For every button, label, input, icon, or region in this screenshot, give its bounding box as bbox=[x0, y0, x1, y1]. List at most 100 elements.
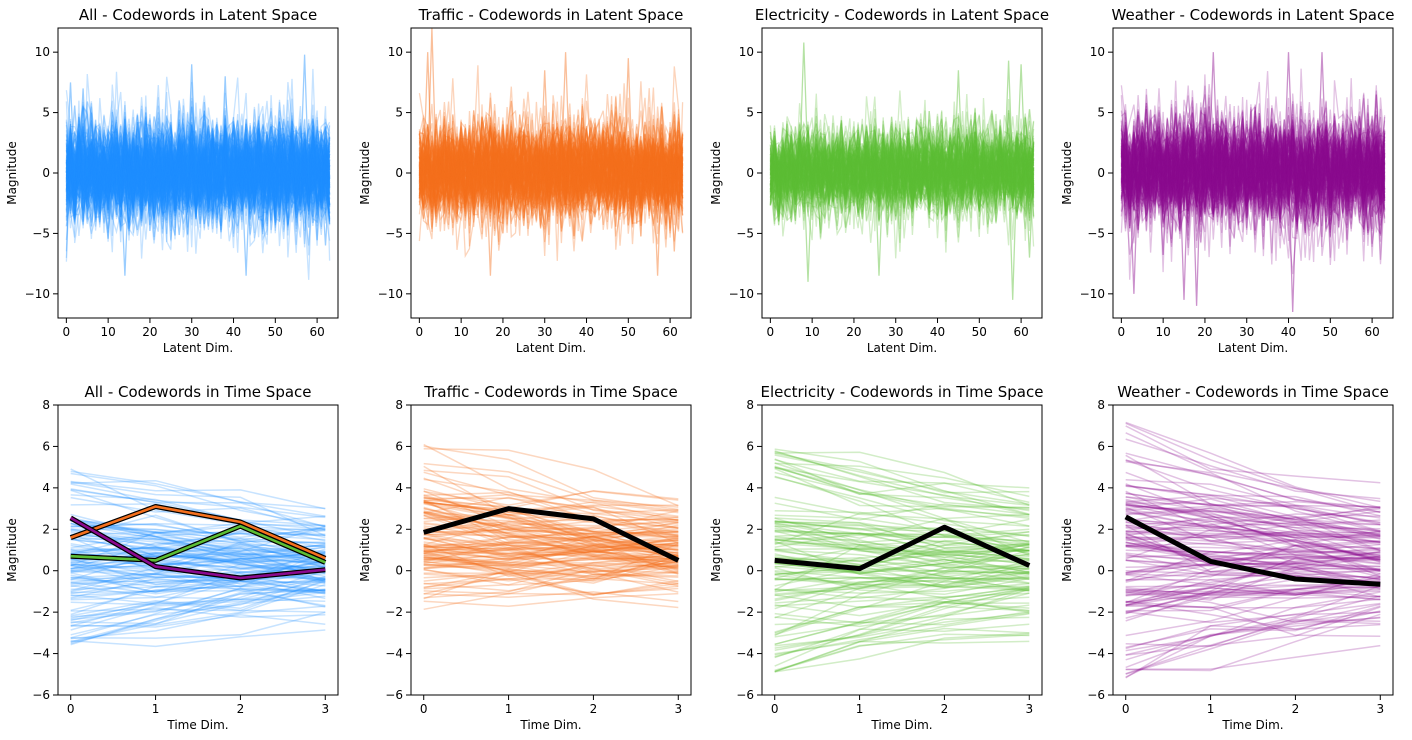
x-tick-label: 3 bbox=[1025, 702, 1033, 716]
codeword-line bbox=[1120, 99, 1386, 228]
codeword-line bbox=[70, 580, 326, 617]
x-tick-label: 0 bbox=[420, 702, 428, 716]
codeword-line bbox=[774, 450, 1030, 507]
codeword-line bbox=[423, 533, 679, 576]
codeword-line bbox=[65, 133, 331, 208]
x-tick-label: 0 bbox=[416, 325, 424, 339]
codeword-line bbox=[418, 104, 684, 208]
codeword-line bbox=[418, 134, 684, 212]
codeword-line bbox=[65, 108, 331, 242]
codeword-line bbox=[774, 592, 1030, 628]
codeword-line bbox=[1125, 545, 1381, 590]
codeword-line bbox=[769, 143, 1034, 209]
codeword-line bbox=[66, 124, 331, 206]
codeword-line bbox=[70, 584, 326, 602]
codeword-line bbox=[769, 103, 1035, 228]
codeword-line bbox=[1125, 606, 1381, 675]
codeword-line bbox=[769, 142, 1035, 205]
codeword-line bbox=[1125, 579, 1381, 601]
codeword-line bbox=[418, 104, 684, 228]
codeword-line bbox=[70, 589, 326, 607]
codeword-line bbox=[65, 120, 331, 205]
codeword-line bbox=[774, 570, 1030, 595]
codeword-line bbox=[65, 136, 331, 206]
codeword-line bbox=[1125, 520, 1381, 537]
codeword-line bbox=[65, 106, 331, 235]
codeword-line bbox=[65, 98, 331, 248]
codeword-line bbox=[419, 117, 684, 252]
codeword-line bbox=[1125, 540, 1381, 566]
codeword-line bbox=[774, 507, 1030, 546]
codeword-line bbox=[65, 114, 331, 239]
codeword-line bbox=[423, 567, 679, 599]
codeword-line bbox=[418, 110, 684, 225]
codeword-line bbox=[418, 130, 684, 212]
codeword-line bbox=[418, 133, 684, 212]
codeword-line bbox=[65, 123, 331, 204]
codeword-line bbox=[419, 124, 684, 211]
codeword-line bbox=[769, 115, 1035, 215]
codeword-line bbox=[774, 522, 1030, 552]
codeword-line bbox=[65, 135, 331, 204]
peak-line-7 bbox=[299, 54, 310, 178]
peak-line-2 bbox=[1179, 168, 1189, 300]
codeword-line bbox=[769, 137, 1035, 222]
codeword-line bbox=[1120, 97, 1386, 262]
peak-line-3 bbox=[485, 168, 496, 276]
codeword-line bbox=[774, 640, 1030, 673]
codeword-line bbox=[65, 107, 331, 247]
codeword-line bbox=[774, 577, 1030, 593]
codeword-line bbox=[1120, 127, 1386, 226]
subplot-4: 0 10 20 30 40 50 60 −10 −5 0 5 10 Weather - Codeword… bbox=[1060, 6, 1394, 355]
peak-line-7 bbox=[1317, 52, 1327, 169]
codeword-line bbox=[65, 76, 331, 249]
codeword-line bbox=[65, 124, 331, 214]
codeword-line bbox=[1120, 102, 1385, 261]
codeword-line bbox=[418, 109, 684, 257]
codeword-line bbox=[1125, 551, 1381, 565]
codeword-line bbox=[1120, 115, 1386, 261]
codeword-line bbox=[418, 114, 684, 245]
codeword-line bbox=[65, 97, 331, 215]
codeword-line bbox=[1125, 591, 1381, 624]
codeword-line bbox=[774, 467, 1030, 509]
codeword-line bbox=[423, 564, 679, 578]
codeword-line bbox=[70, 483, 326, 519]
codeword-line bbox=[70, 564, 326, 586]
codeword-line bbox=[65, 97, 331, 225]
codeword-line bbox=[769, 128, 1035, 240]
codeword-line bbox=[774, 476, 1030, 527]
codeword-line bbox=[1125, 530, 1381, 540]
codeword-line bbox=[70, 591, 326, 646]
codeword-line bbox=[418, 103, 684, 243]
codeword-line bbox=[418, 127, 684, 229]
x-tick-label: 0 bbox=[771, 702, 779, 716]
y-tick-label: −10 bbox=[25, 287, 50, 301]
codeword-line bbox=[1121, 106, 1386, 221]
codeword-line bbox=[769, 124, 1035, 237]
codeword-line bbox=[66, 129, 330, 212]
codeword-line bbox=[1125, 541, 1381, 563]
codeword-line bbox=[65, 127, 331, 219]
codeword-line bbox=[1120, 115, 1386, 220]
codeword-line bbox=[774, 450, 1030, 510]
codeword-line bbox=[1120, 125, 1386, 209]
codeword-line bbox=[769, 137, 1034, 200]
codeword-line bbox=[65, 119, 331, 234]
codeword-line bbox=[419, 135, 683, 205]
codeword-line bbox=[1125, 580, 1381, 606]
x-tick-label: 50 bbox=[1323, 325, 1338, 339]
codeword-line bbox=[1125, 588, 1381, 601]
codeword-line bbox=[1125, 502, 1381, 537]
codeword-line bbox=[1120, 84, 1386, 263]
codeword-line bbox=[1125, 515, 1381, 532]
codeword-line bbox=[418, 143, 684, 211]
y-tick-label: 2 bbox=[42, 522, 50, 536]
codeword-line bbox=[1120, 98, 1386, 223]
codeword-line bbox=[65, 102, 331, 234]
peak-line-3 bbox=[1191, 163, 1202, 306]
codeword-line bbox=[769, 138, 1035, 206]
codeword-line bbox=[1125, 610, 1381, 624]
codeword-line bbox=[423, 563, 679, 575]
codeword-line bbox=[65, 98, 331, 236]
